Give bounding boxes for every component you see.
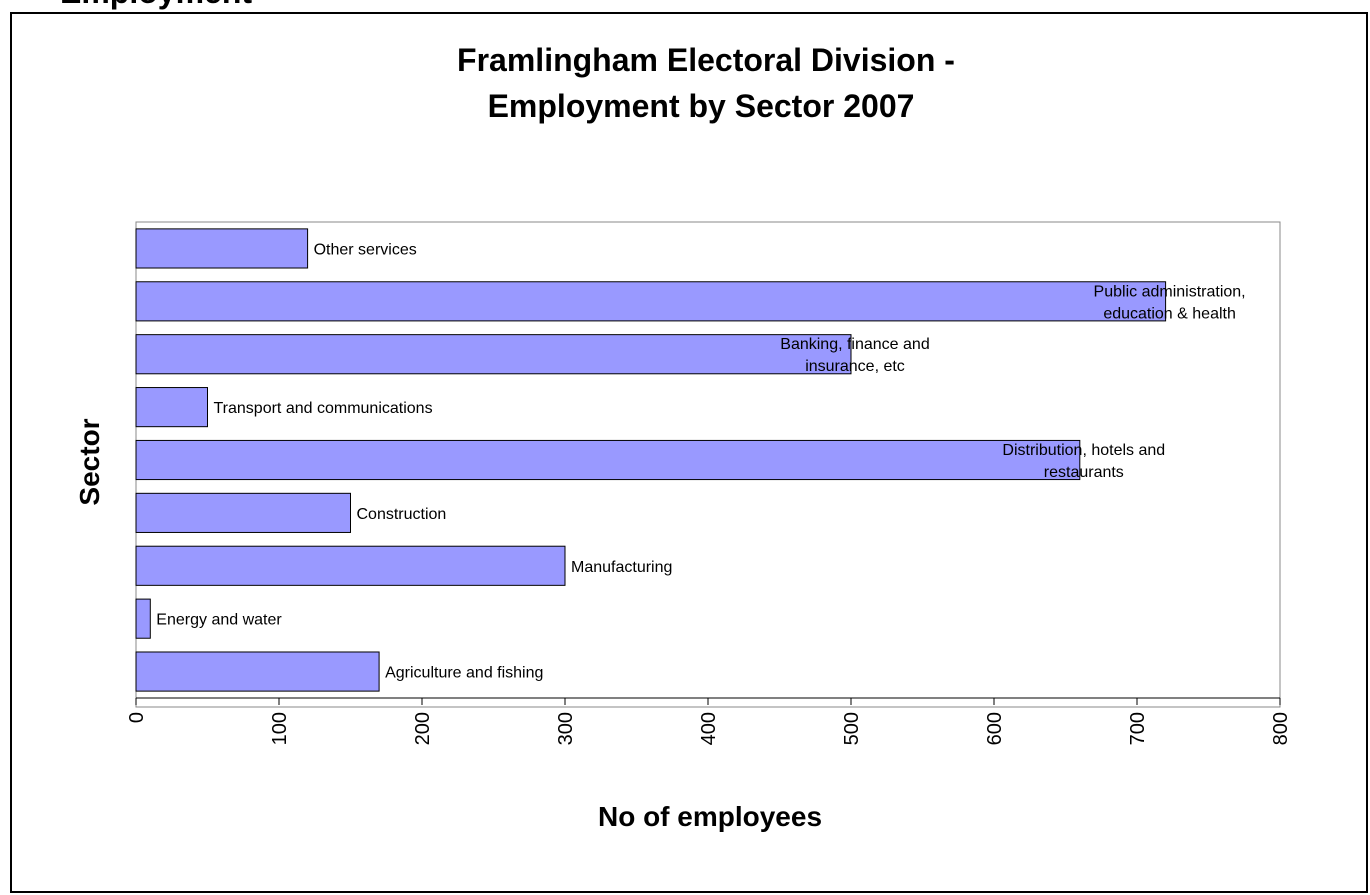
x-tick-label: 400 [698,712,720,745]
bar [135,492,351,533]
bar [135,228,309,269]
bar [135,651,380,692]
bar-data-label: Construction [357,506,447,523]
x-tick-label: 300 [555,712,577,745]
bars-layer [135,228,1167,692]
chart-title-line-2: Employment by Sector 2007 [488,88,915,124]
data-labels-layer: Agriculture and fishing Energy and water M… [156,241,1245,681]
bar [135,545,566,586]
chart-title-line-1: Framlingham Electoral Division - [457,42,955,78]
x-tick-label: 100 [269,712,291,745]
x-tick-label: 600 [984,712,1006,745]
y-axis-title: Sector [74,418,105,505]
x-tick-label: 0 [126,712,148,723]
bar [135,281,1167,322]
x-tick-label: 200 [412,712,434,745]
bar-data-label: Transport and communications [214,400,433,417]
bar-data-label: Banking, finance and insurance, etc [780,336,929,375]
bar-data-label: Manufacturing [571,559,672,576]
x-axis-ticks: 0 100 200 300 400 500 600 700 800 [126,698,1292,745]
bar [135,334,852,375]
bar [135,598,151,639]
bar-data-label: Energy and water [156,612,282,629]
bar-data-label: Other services [314,241,417,258]
x-tick-label: 800 [1270,712,1292,745]
x-tick-label: 700 [1127,712,1149,745]
bar [135,439,1081,481]
bar [135,387,208,428]
x-axis-title: No of employees [598,801,822,832]
bar-data-label: Public administration, education & health [1094,283,1246,322]
page-heading: Employment [60,0,252,11]
x-tick-label: 500 [841,712,863,745]
bar-data-label: Agriculture and fishing [385,665,543,682]
bar-data-label: Distribution, hotels and restaurants [1002,442,1165,481]
